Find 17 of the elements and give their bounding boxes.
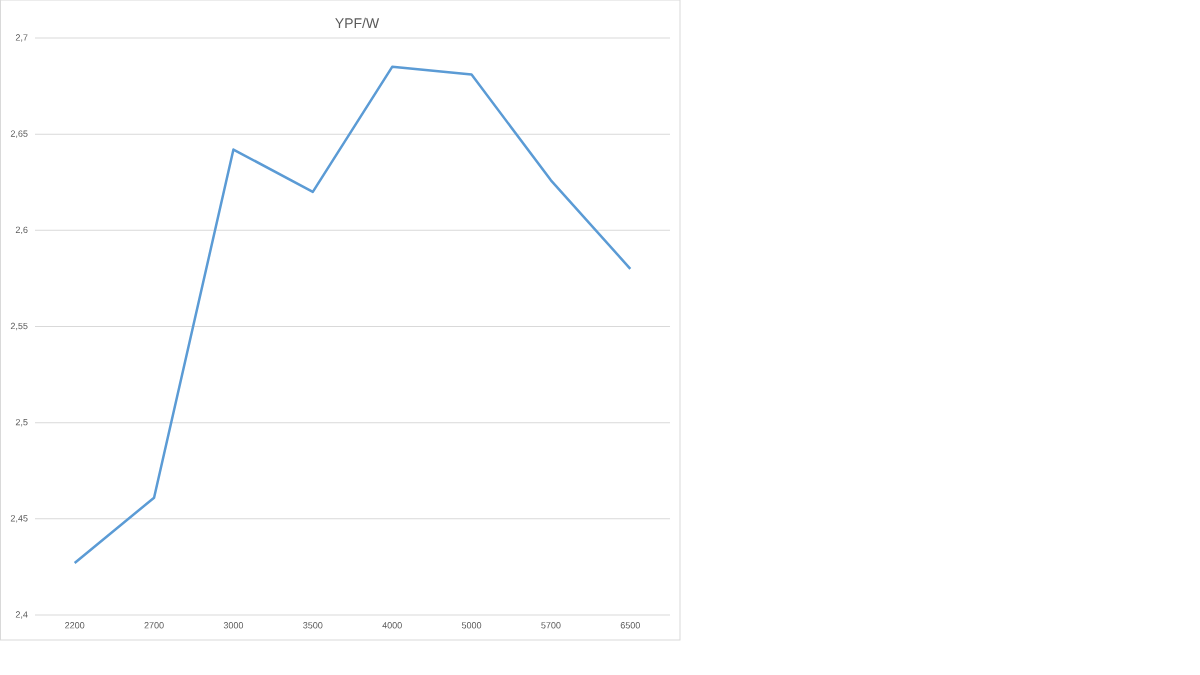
y-tick-label: 2,7 xyxy=(15,34,28,42)
chart-title: YPF/W xyxy=(335,17,380,29)
y-tick-label: 2,55 xyxy=(10,322,28,331)
x-tick-label: 3000 xyxy=(223,622,244,629)
x-tick-label: 5000 xyxy=(461,622,482,629)
y-tick-label: 2,45 xyxy=(10,515,28,523)
y-tick-label: 2,5 xyxy=(15,418,28,427)
y-tick-label: 2,6 xyxy=(15,226,28,235)
x-tick-label: 5700 xyxy=(541,622,561,629)
y-tick-label: 2,4 xyxy=(15,611,28,619)
x-tick-label: 4000 xyxy=(382,622,402,629)
x-tick-label: 2700 xyxy=(144,622,164,629)
x-tick-label: 2200 xyxy=(65,622,85,629)
x-tick-label: 3500 xyxy=(303,622,323,629)
y-tick-label: 2,65 xyxy=(10,130,28,138)
x-tick-label: 6500 xyxy=(620,622,640,629)
line-series xyxy=(73,65,632,565)
